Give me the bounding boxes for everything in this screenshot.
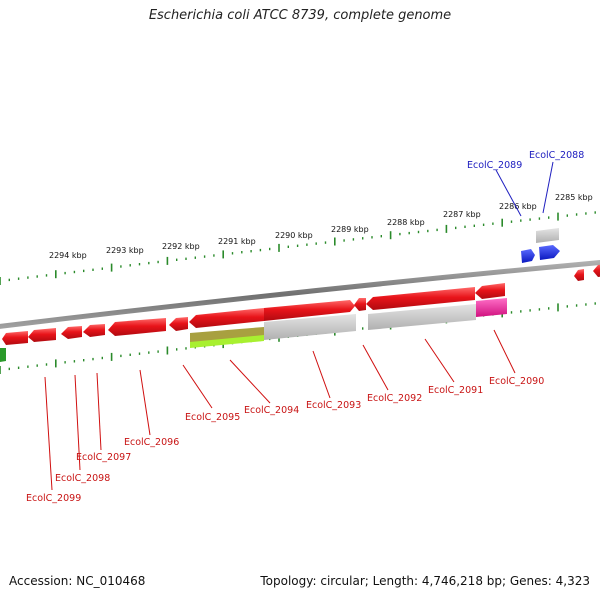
olive-feature bbox=[190, 327, 264, 343]
gene-label[interactable]: EcolC_2092 bbox=[367, 393, 422, 404]
kbp-label: 2289 kbp bbox=[331, 225, 369, 234]
green-feature bbox=[0, 348, 6, 362]
kbp-label: 2285 kbp bbox=[555, 193, 593, 202]
gene-label[interactable]: EcolC_2098 bbox=[55, 473, 110, 484]
kbp-label: 2290 kbp bbox=[275, 231, 313, 240]
gene-EcolC_2097a[interactable] bbox=[61, 326, 82, 339]
gene-label[interactable]: EcolC_2095 bbox=[185, 412, 240, 423]
forward-genes bbox=[521, 228, 600, 281]
kbp-label: 2292 kbp bbox=[162, 242, 200, 251]
reverse-genes bbox=[2, 283, 505, 345]
kbp-label: 2286 kbp bbox=[499, 202, 537, 211]
magenta-feature bbox=[476, 298, 507, 317]
gene-EcolC_2099[interactable] bbox=[2, 331, 28, 345]
kbp-label: 2288 kbp bbox=[387, 218, 425, 227]
gene-partial-right[interactable] bbox=[574, 269, 584, 281]
gene-EcolC_2096[interactable] bbox=[108, 318, 166, 336]
kbp-label: 2291 kbp bbox=[218, 237, 256, 246]
gene-label[interactable]: EcolC_2096 bbox=[124, 437, 179, 448]
gene-EcolC_2092[interactable] bbox=[366, 287, 475, 310]
gene-label[interactable]: EcolC_2090 bbox=[489, 376, 544, 387]
gene-EcolC_2096b[interactable] bbox=[169, 317, 188, 331]
accession-text: Accession: NC_010468 bbox=[9, 574, 146, 588]
label-leaders bbox=[44, 161, 554, 491]
gene-EcolC_2091[interactable] bbox=[475, 283, 505, 299]
gene-EcolC_2097[interactable] bbox=[83, 324, 105, 337]
gray-feature bbox=[536, 228, 559, 243]
coordinate-ticks-upper bbox=[0, 211, 596, 285]
gene-label[interactable]: EcolC_2097 bbox=[76, 452, 131, 463]
kbp-label: 2287 kbp bbox=[443, 210, 481, 219]
gene-EcolC_2088[interactable] bbox=[539, 245, 560, 260]
kbp-label: 2293 kbp bbox=[106, 246, 144, 255]
gene-label[interactable]: EcolC_2088 bbox=[529, 150, 584, 161]
genome-backbone bbox=[0, 259, 600, 329]
gene-EcolC_2095[interactable] bbox=[189, 308, 264, 328]
map-title: Escherichia coli ATCC 8739, complete gen… bbox=[148, 8, 452, 23]
gene-partial-right[interactable] bbox=[593, 264, 600, 277]
gene-label[interactable]: EcolC_2091 bbox=[428, 385, 483, 396]
misc-features bbox=[0, 298, 507, 362]
gene-label[interactable]: EcolC_2094 bbox=[244, 405, 299, 416]
genome-summary: Topology: circular; Length: 4,746,218 bp… bbox=[260, 574, 590, 588]
gray-feature bbox=[368, 304, 476, 330]
kbp-scale-labels: 2285 kbp 2286 kbp 2287 kbp 2288 kbp 2289… bbox=[49, 193, 593, 260]
lime-feature bbox=[190, 335, 264, 348]
gene-EcolC_2094[interactable] bbox=[264, 300, 355, 321]
kbp-label: 2294 kbp bbox=[49, 251, 87, 260]
gene-labels: EcolC_2089 EcolC_2088 EcolC_2090 EcolC_2… bbox=[26, 150, 584, 504]
gene-label[interactable]: EcolC_2093 bbox=[306, 400, 361, 411]
gray-feature bbox=[264, 314, 356, 340]
gene-EcolC_2089[interactable] bbox=[521, 249, 535, 263]
gene-EcolC_2093[interactable] bbox=[354, 298, 366, 311]
gene-EcolC_2098[interactable] bbox=[28, 328, 56, 342]
gene-label[interactable]: EcolC_2099 bbox=[26, 493, 81, 504]
gene-label[interactable]: EcolC_2089 bbox=[467, 160, 522, 171]
